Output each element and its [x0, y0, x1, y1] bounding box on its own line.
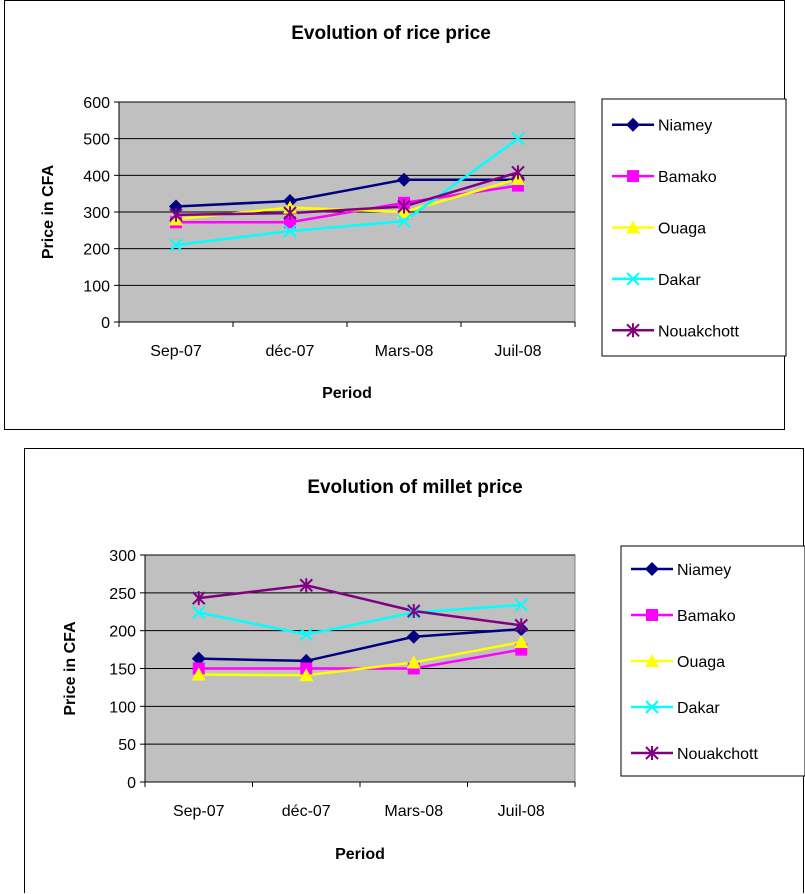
rice-legend-label-nouakchott: Nouakchott — [658, 323, 739, 340]
rice-legend: Niamey Bamako Ouaga Dakar Nouakchott — [601, 98, 787, 357]
millet-point-dakar — [192, 605, 206, 620]
rice-y-tick-label: 0 — [101, 315, 110, 332]
millet-y-tick-label: 150 — [109, 662, 136, 679]
millet-x-tick-label: Juil-08 — [498, 803, 545, 820]
millet-point-ouaga — [191, 667, 206, 681]
rice-legend-label-dakar: Dakar — [658, 272, 701, 289]
rice-x-tick-label: Mars-08 — [375, 343, 434, 360]
rice-legend-label-ouaga: Ouaga — [658, 221, 706, 238]
millet-y-tick-label: 250 — [109, 586, 136, 603]
millet-point-niamey — [191, 651, 206, 666]
millet-y-tick-label: 0 — [127, 775, 136, 792]
rice-point-nouakchott — [283, 206, 297, 221]
millet-series-line-niamey — [198, 627, 522, 663]
rice-legend-marker-bamako — [627, 170, 639, 183]
millet-y-tick-label: 200 — [109, 624, 136, 641]
millet-point-dakar — [514, 598, 528, 612]
millet-y-axis-title: Price in CFA — [62, 621, 79, 716]
millet-legend-marker-dakar — [645, 700, 659, 714]
rice-x-axis-title: Period — [322, 385, 372, 402]
millet-legend-marker-niamey — [645, 562, 659, 576]
millet-legend-label-ouaga: Ouaga — [677, 654, 725, 671]
millet-legend-label-bamako: Bamako — [677, 608, 736, 625]
millet-point-nouakchott — [192, 591, 206, 606]
millet-legend-marker-bamako — [646, 609, 658, 621]
millet-price-chart-svg: Evolution of millet price 0 50 100 150 200 250… — [62, 477, 805, 863]
rice-legend-label-niamey: Niamey — [658, 118, 712, 135]
millet-x-tick-label: déc-07 — [282, 803, 331, 820]
rice-point-dakar — [511, 131, 525, 146]
rice-y-tick-label: 600 — [83, 95, 110, 112]
rice-x-tick-label: déc-07 — [266, 343, 315, 360]
millet-y-tick-label: 100 — [109, 699, 136, 716]
millet-point-niamey — [406, 629, 421, 644]
rice-x-tick-label: Sep-07 — [150, 343, 202, 360]
rice-x-tick-label: Juil-08 — [494, 343, 541, 360]
millet-legend-marker-ouaga — [645, 654, 659, 667]
millet-point-ouaga — [406, 655, 421, 669]
millet-point-dakar — [299, 627, 313, 642]
millet-point-nouakchott — [407, 603, 421, 618]
millet-point-niamey — [299, 653, 314, 668]
millet-y-tick-label: 50 — [118, 737, 136, 754]
rice-price-chart-svg: Evolution of rice price 0 100 200 300 400 500 6… — [40, 23, 787, 402]
rice-y-axis-title: Price in CFA — [40, 164, 57, 259]
rice-y-tick-label: 300 — [83, 205, 110, 222]
millet-series-line-ouaga — [198, 640, 522, 677]
rice-point-dakar — [169, 238, 183, 252]
millet-price-chart: Evolution of millet price 0 50 100 150 200 250… — [24, 448, 805, 893]
millet-x-tick-label: Sep-07 — [173, 803, 225, 820]
millet-series-line-dakar — [198, 603, 522, 636]
millet-chart-title: Evolution of millet price — [307, 477, 522, 498]
millet-series-line-nouakchott — [198, 583, 522, 627]
rice-point-nouakchott — [169, 207, 183, 222]
rice-point-bamako — [284, 216, 296, 229]
rice-legend-marker-niamey — [626, 117, 640, 132]
millet-x-axis-title: Period — [335, 846, 385, 863]
millet-legend-marker-nouakchott — [645, 746, 659, 760]
rice-series-line-dakar — [175, 137, 519, 247]
millet-legend-label-nouakchott: Nouakchott — [677, 746, 758, 763]
rice-point-nouakchott — [511, 165, 525, 180]
rice-point-nouakchott — [397, 199, 411, 214]
rice-price-chart: Evolution of rice price 0 100 200 300 400 500 6… — [4, 0, 787, 430]
rice-y-tick-label: 200 — [83, 242, 110, 259]
rice-point-niamey — [169, 199, 183, 214]
rice-point-dakar — [283, 224, 297, 238]
rice-point-niamey — [397, 172, 411, 187]
rice-y-tick-label: 400 — [83, 168, 110, 185]
rice-y-tick-label: 500 — [83, 132, 110, 149]
rice-legend-marker-nouakchott — [626, 323, 640, 338]
rice-legend-marker-ouaga — [626, 220, 640, 234]
rice-chart-title: Evolution of rice price — [291, 23, 491, 44]
millet-legend-label-dakar: Dakar — [677, 700, 720, 717]
rice-point-dakar — [397, 214, 411, 228]
millet-legend: Niamey Bamako Ouaga Dakar Nouakchott — [620, 545, 805, 777]
millet-point-nouakchott — [514, 618, 528, 633]
millet-point-ouaga — [299, 668, 314, 682]
rice-series-line-nouakchott — [175, 171, 519, 217]
millet-point-ouaga — [514, 635, 529, 649]
rice-legend-marker-dakar — [626, 272, 640, 286]
rice-y-tick-label: 100 — [83, 278, 110, 295]
millet-point-nouakchott — [299, 578, 313, 593]
millet-y-tick-label: 300 — [109, 548, 136, 565]
rice-legend-label-bamako: Bamako — [658, 169, 717, 186]
millet-x-tick-label: Mars-08 — [384, 803, 443, 820]
millet-legend-label-niamey: Niamey — [677, 562, 731, 579]
